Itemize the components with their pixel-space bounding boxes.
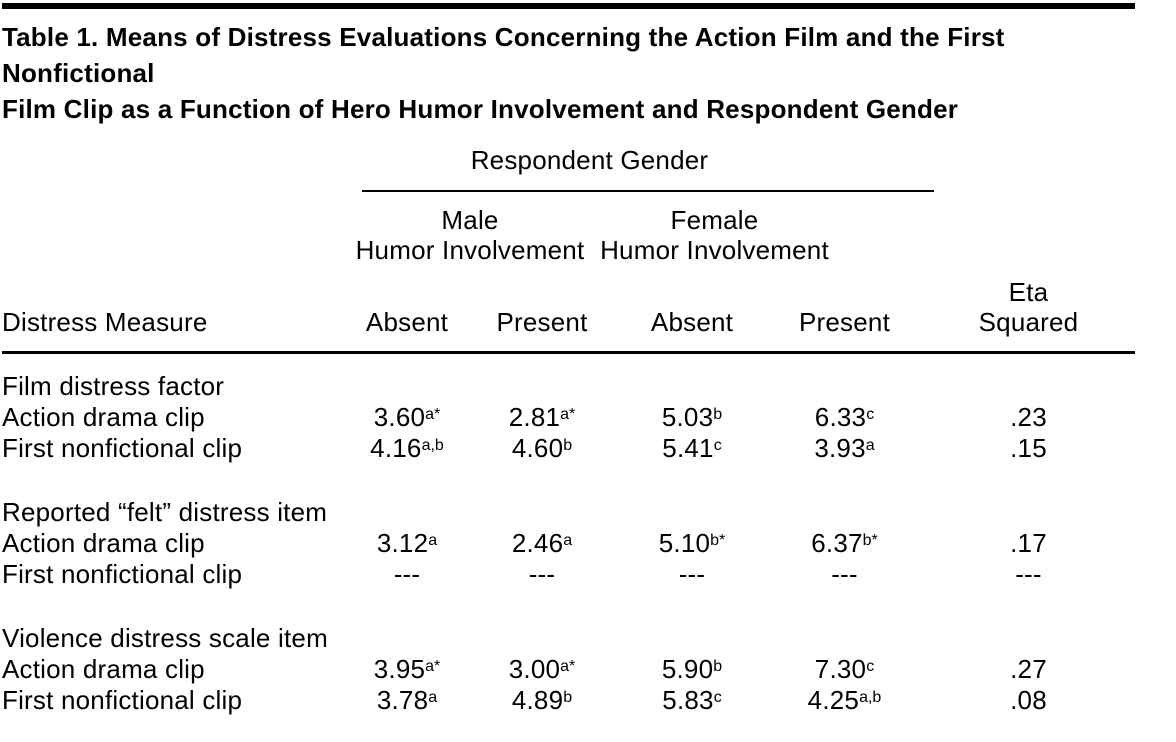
cell-value: 5.03b bbox=[661, 402, 723, 432]
male-group-header: Male Humor Involvement bbox=[335, 205, 605, 265]
cell-value: --- bbox=[831, 559, 858, 589]
eta-squared-header: Eta Squared bbox=[922, 145, 1135, 337]
section-header-row: Film distress factor bbox=[2, 371, 1135, 402]
row-header-label: Distress Measure bbox=[2, 307, 208, 337]
cell-value: 6.33c bbox=[814, 402, 875, 432]
gender-spanner-rule bbox=[362, 190, 934, 192]
cell-value: 5.83c bbox=[662, 685, 722, 715]
cell-value: 4.60b bbox=[511, 433, 573, 463]
section-header-row: Reported “felt” distress item bbox=[2, 497, 1135, 528]
table-section: Reported “felt” distress item Action dram… bbox=[2, 497, 1135, 590]
column-header-male-present: Present bbox=[496, 307, 588, 337]
table-title: Table 1. Means of Distress Evaluations C… bbox=[2, 19, 1135, 127]
cell-value: 4.25a,b bbox=[807, 685, 882, 715]
table-section: Violence distress scale item Action drama… bbox=[2, 623, 1135, 716]
top-rule bbox=[2, 3, 1135, 9]
cell-value: 4.16a,b bbox=[370, 433, 444, 463]
eta-header-line1: Eta bbox=[1008, 277, 1049, 307]
cell-value: 2.46a bbox=[511, 528, 573, 558]
table-row: First nonfictional clip --- --- --- --- --- bbox=[2, 559, 1135, 590]
cell-value: 7.30c bbox=[814, 654, 875, 684]
cell-value: 3.60a* bbox=[373, 402, 441, 432]
table-content: Table 1. Means of Distress Evaluations C… bbox=[2, 3, 1135, 742]
column-header-female-present: Present bbox=[798, 307, 890, 337]
cell-value: 3.78a bbox=[376, 685, 438, 715]
row-header-cell: Distress Measure bbox=[2, 145, 347, 337]
table-row: First nonfictional clip 3.78a 4.89b 5.83c 4.… bbox=[2, 685, 1135, 716]
table-row: First nonfictional clip 4.16a,b 4.60b 5.41c… bbox=[2, 433, 1135, 464]
section-header-row: Violence distress scale item bbox=[2, 623, 1135, 654]
cell-value: --- bbox=[528, 559, 556, 589]
header-rule bbox=[2, 351, 1135, 354]
eta-value: .17 bbox=[1010, 528, 1047, 558]
eta-value: .15 bbox=[1010, 433, 1047, 463]
column-header-male-absent: Absent bbox=[365, 307, 449, 337]
cell-value: 3.00a* bbox=[508, 654, 576, 684]
eta-value: .08 bbox=[1010, 685, 1047, 715]
table-row: Action drama clip 3.12a 2.46a 5.10b* 6.37b*.… bbox=[2, 528, 1135, 559]
cell-value: 5.10b* bbox=[658, 528, 726, 558]
row-label: First nonfictional clip bbox=[2, 559, 243, 589]
male-group-label: Male bbox=[441, 205, 499, 235]
cell-value: 4.89b bbox=[511, 685, 573, 715]
table-title-line1: Table 1. Means of Distress Evaluations C… bbox=[2, 22, 1005, 88]
cell-value: --- bbox=[678, 559, 706, 589]
table-row: Action drama clip 3.95a* 3.00a* 5.90b 7.30c.… bbox=[2, 654, 1135, 685]
respondent-gender-header: Respondent Gender bbox=[470, 145, 709, 175]
eta-value: --- bbox=[1015, 559, 1042, 589]
cell-value: 5.90b bbox=[661, 654, 723, 684]
section-label: Violence distress scale item bbox=[2, 623, 328, 653]
section-label: Film distress factor bbox=[2, 371, 225, 401]
cell-value: 3.95a* bbox=[373, 654, 441, 684]
cell-value: 6.37b* bbox=[811, 528, 878, 558]
eta-value: .23 bbox=[1010, 402, 1047, 432]
female-involvement-label: Humor Involvement bbox=[600, 235, 829, 265]
table-header: Distress Measure Respondent Gender Male … bbox=[2, 145, 1135, 337]
female-group-label: Female bbox=[670, 205, 759, 235]
cell-value: 3.12a bbox=[376, 528, 438, 558]
row-label: Action drama clip bbox=[2, 528, 205, 558]
male-involvement-label: Humor Involvement bbox=[355, 235, 585, 265]
gender-subgroups: Male Humor Involvement Female Humor Invo… bbox=[347, 205, 922, 265]
row-label: Action drama clip bbox=[2, 402, 205, 432]
cell-value: --- bbox=[393, 559, 421, 589]
section-label: Reported “felt” distress item bbox=[2, 497, 328, 527]
table-body: Film distress factor Action drama clip 3.6… bbox=[2, 371, 1135, 716]
row-label: First nonfictional clip bbox=[2, 685, 243, 715]
row-label: First nonfictional clip bbox=[2, 433, 243, 463]
row-label: Action drama clip bbox=[2, 654, 205, 684]
table-title-line2: Film Clip as a Function of Hero Humor In… bbox=[2, 94, 959, 124]
table-section: Film distress factor Action drama clip 3.6… bbox=[2, 371, 1135, 464]
column-header-female-absent: Absent bbox=[650, 307, 734, 337]
table-row: Action drama clip 3.60a* 2.81a* 5.03b 6.33c.… bbox=[2, 402, 1135, 433]
eta-header-line2: Squared bbox=[978, 307, 1079, 337]
condition-column-headers: Absent Present Absent Present bbox=[347, 307, 922, 337]
cell-value: 2.81a* bbox=[508, 402, 576, 432]
gender-header-group: Respondent Gender Male Humor Involvement… bbox=[347, 145, 934, 337]
female-group-header: Female Humor Involvement bbox=[562, 205, 867, 265]
eta-value: .27 bbox=[1010, 654, 1047, 684]
cell-value: 3.93a bbox=[814, 433, 875, 463]
cell-value: 5.41c bbox=[662, 433, 722, 463]
